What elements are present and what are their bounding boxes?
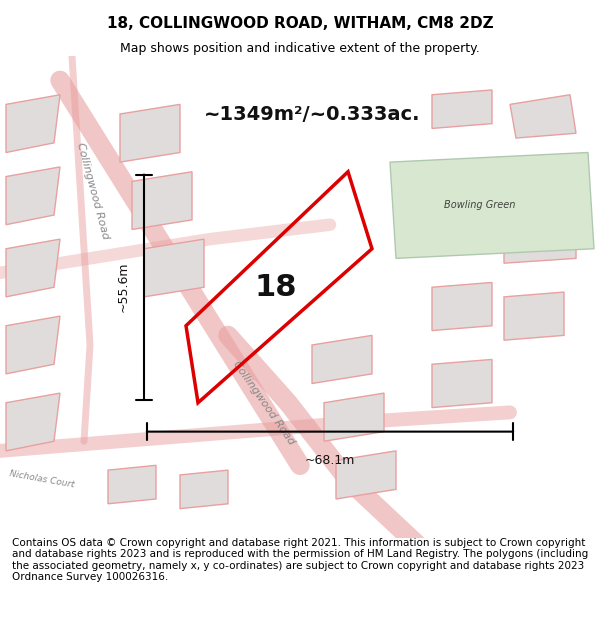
Polygon shape bbox=[336, 451, 396, 499]
Text: Contains OS data © Crown copyright and database right 2021. This information is : Contains OS data © Crown copyright and d… bbox=[12, 538, 588, 582]
Polygon shape bbox=[120, 104, 180, 162]
Polygon shape bbox=[6, 316, 60, 374]
Polygon shape bbox=[324, 393, 384, 441]
Text: Map shows position and indicative extent of the property.: Map shows position and indicative extent… bbox=[120, 42, 480, 55]
Text: Collingwood Road: Collingwood Road bbox=[75, 141, 111, 241]
Polygon shape bbox=[504, 206, 576, 263]
Text: Nicholas Court: Nicholas Court bbox=[9, 469, 75, 490]
Polygon shape bbox=[6, 167, 60, 224]
Polygon shape bbox=[432, 196, 480, 244]
Polygon shape bbox=[108, 465, 156, 504]
Polygon shape bbox=[6, 95, 60, 152]
Text: ~55.6m: ~55.6m bbox=[116, 262, 130, 312]
Text: ~68.1m: ~68.1m bbox=[305, 454, 355, 467]
Polygon shape bbox=[432, 90, 492, 129]
Polygon shape bbox=[132, 172, 192, 229]
Text: 18, COLLINGWOOD ROAD, WITHAM, CM8 2DZ: 18, COLLINGWOOD ROAD, WITHAM, CM8 2DZ bbox=[107, 16, 493, 31]
Polygon shape bbox=[390, 152, 594, 258]
Text: Bowling Green: Bowling Green bbox=[445, 201, 515, 211]
Polygon shape bbox=[504, 292, 564, 340]
Polygon shape bbox=[432, 359, 492, 408]
Text: ~1349m²/~0.333ac.: ~1349m²/~0.333ac. bbox=[204, 104, 420, 124]
Text: Collingwood Road: Collingwood Road bbox=[231, 359, 297, 446]
Polygon shape bbox=[6, 393, 60, 451]
Polygon shape bbox=[510, 95, 576, 138]
Polygon shape bbox=[6, 239, 60, 297]
Polygon shape bbox=[312, 336, 372, 384]
Text: 18: 18 bbox=[255, 272, 297, 302]
Polygon shape bbox=[144, 239, 204, 297]
Polygon shape bbox=[180, 470, 228, 509]
Polygon shape bbox=[432, 282, 492, 331]
